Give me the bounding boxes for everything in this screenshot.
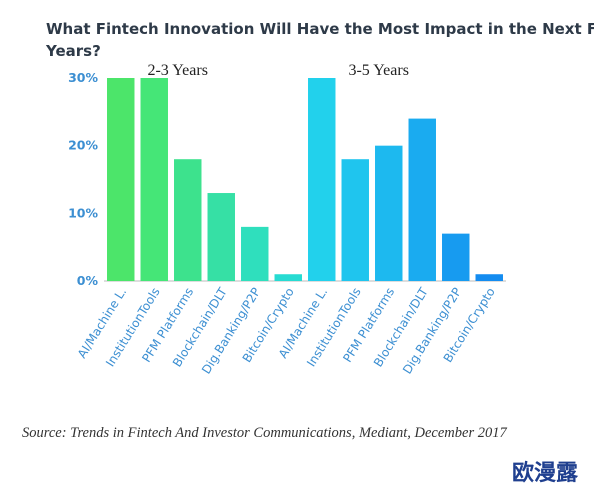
bar — [140, 78, 168, 281]
bar — [241, 226, 269, 281]
chart-title-line: Years? — [45, 42, 101, 60]
y-tick-label: 30% — [68, 70, 98, 85]
group-label: 3-5 Years — [348, 62, 408, 79]
watermark: 欧漫露 — [512, 460, 579, 486]
bar — [475, 274, 503, 281]
bar — [408, 118, 436, 281]
bar — [308, 78, 336, 281]
y-tick-label: 20% — [68, 138, 98, 153]
bar — [207, 193, 235, 281]
y-tick-label: 10% — [68, 205, 98, 220]
bar — [107, 78, 135, 281]
group-label: 2-3 Years — [147, 62, 207, 79]
y-tick-label: 0% — [77, 273, 99, 288]
chart-title-line: What Fintech Innovation Will Have the Mo… — [46, 20, 594, 38]
bar — [274, 274, 302, 281]
bar — [174, 159, 202, 281]
bar — [442, 233, 470, 281]
source: Source: Trends in Fintech And Investor C… — [22, 425, 507, 441]
bar — [341, 159, 369, 281]
bar — [375, 145, 403, 281]
